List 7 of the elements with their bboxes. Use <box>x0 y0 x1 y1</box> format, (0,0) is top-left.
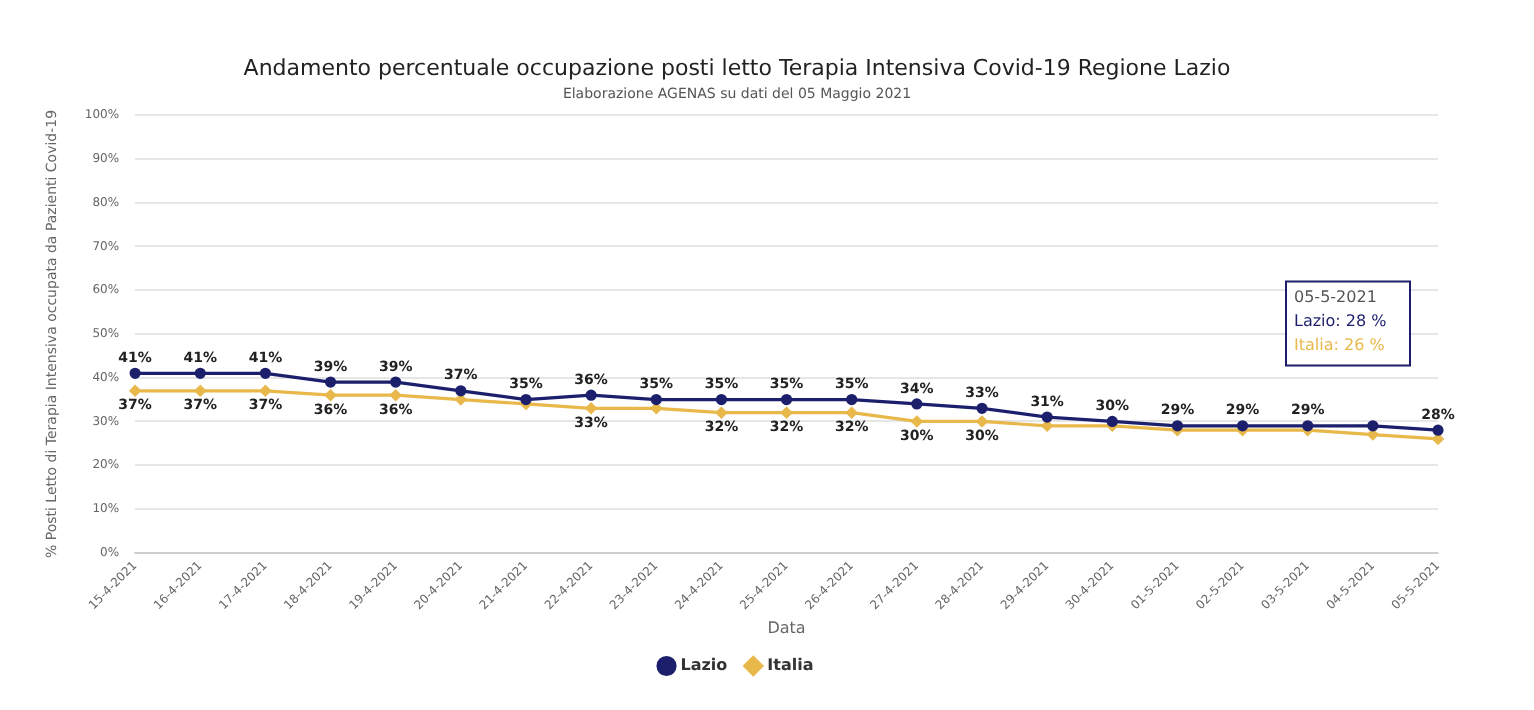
annotation: Lazio: 28 % <box>1294 311 1388 330</box>
chart-title: Andamento percentuale occupazione posti letto Terapia Intensiva Covid-19 Regione Lazio <box>243 54 1231 81</box>
x-axis-title: Data <box>767 618 806 637</box>
annotation: 05-5-2021 <box>1294 287 1377 306</box>
legend-label: Lazio <box>680 656 729 675</box>
annotation: Italia: 26 % <box>1294 335 1386 354</box>
legend-label: Italia <box>767 656 814 675</box>
